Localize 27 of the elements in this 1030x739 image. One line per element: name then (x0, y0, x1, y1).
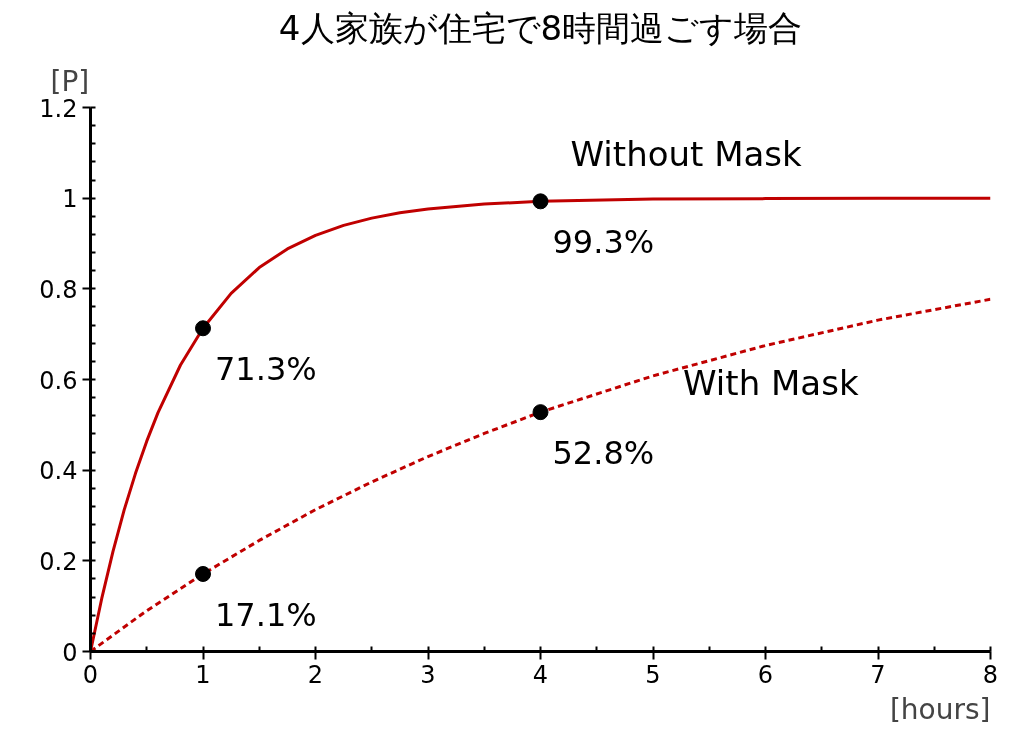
x-tick-label: 3 (420, 660, 436, 689)
point (195, 320, 211, 337)
x-tick-label: 0 (82, 660, 99, 689)
chart-title: 4人家族が住宅で8時間過ごす場合 (278, 7, 803, 48)
data-label: 71.3% (215, 350, 317, 389)
x-tick-label: 8 (982, 660, 999, 689)
y-tick-label: 0.8 (39, 275, 78, 304)
y-tick-label: 0.6 (39, 366, 78, 395)
y-tick-label: 0 (62, 638, 78, 667)
x-axis-title: [hours] (889, 692, 991, 726)
point (532, 193, 549, 210)
x-tick-label: 1 (195, 660, 211, 689)
y-tick-label: 0.4 (39, 457, 78, 486)
x-tick-label: 4 (532, 660, 549, 689)
y-tick-label: 0.2 (39, 547, 78, 576)
series-label: Without Mask (570, 134, 803, 175)
x-tick-label: 7 (870, 660, 886, 689)
x-tick-label: 2 (307, 660, 324, 689)
point (195, 565, 211, 582)
x-tick-label: 5 (645, 660, 661, 689)
x-tick-label: 6 (757, 660, 774, 689)
data-label: 99.3% (552, 223, 655, 262)
data-label: 17.1% (215, 595, 317, 634)
y-tick-label: 1 (62, 185, 78, 214)
point (532, 404, 549, 421)
series-label: With Mask (683, 363, 859, 404)
data-label: 52.8% (552, 434, 655, 473)
